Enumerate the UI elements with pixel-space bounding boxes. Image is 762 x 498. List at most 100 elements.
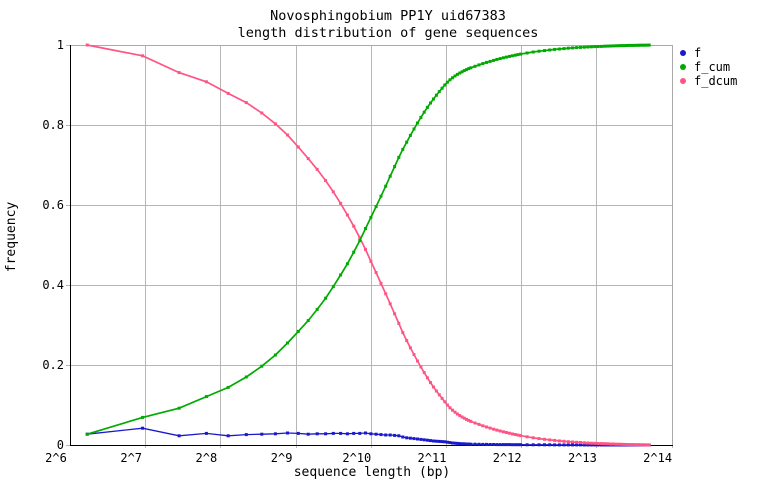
data-point [460, 70, 464, 74]
data-point [562, 443, 566, 447]
data-point [488, 443, 492, 446]
data-point [369, 215, 373, 219]
border-top-right [70, 45, 673, 445]
data-point [477, 63, 481, 67]
data-point [204, 431, 208, 435]
chart-title-line1: Novosphingobium PP1Y uid67383 [270, 8, 506, 24]
x-tick-label: 2^12 [493, 451, 522, 465]
data-point [625, 44, 629, 47]
data-point [306, 157, 310, 161]
data-point [244, 433, 248, 437]
data-point [412, 437, 416, 441]
data-point [498, 429, 502, 433]
data-point [643, 443, 647, 447]
data-point [315, 167, 319, 171]
data-point [465, 417, 468, 421]
data-point [645, 43, 649, 47]
data-point [492, 427, 496, 431]
data-point [331, 285, 335, 289]
data-point [425, 105, 429, 109]
data-point [434, 389, 438, 393]
y-tick-label: 0 [57, 438, 64, 452]
data-point [586, 45, 590, 49]
data-point [141, 426, 145, 430]
data-point [286, 431, 289, 435]
data-point [575, 440, 579, 444]
data-point [599, 442, 603, 446]
data-point [543, 49, 546, 53]
legend-item-f_dcum: f_dcum [680, 74, 737, 88]
data-point [611, 442, 615, 446]
data-point [537, 443, 541, 447]
data-point [469, 66, 473, 70]
data-point [543, 443, 546, 447]
data-point [339, 273, 343, 277]
data-point [593, 443, 597, 447]
data-point [443, 83, 447, 87]
data-point [445, 80, 449, 84]
data-series [85, 43, 651, 447]
data-point [379, 281, 383, 285]
data-point [458, 414, 462, 418]
data-point [177, 434, 181, 438]
data-point [408, 346, 412, 350]
data-point [437, 439, 441, 443]
data-point [374, 432, 378, 436]
data-point [331, 190, 335, 194]
data-point [562, 47, 566, 51]
data-point [519, 434, 523, 438]
data-point [579, 45, 582, 49]
data-point [286, 341, 289, 345]
data-point [495, 57, 499, 61]
data-point [596, 442, 600, 445]
data-point [485, 442, 488, 446]
data-point [531, 443, 535, 447]
data-point [473, 442, 477, 446]
x-tick-label: 2^14 [643, 451, 672, 465]
data-point [445, 403, 449, 407]
data-point [611, 44, 615, 48]
data-point [501, 56, 505, 60]
data-point [473, 421, 477, 425]
data-point [315, 432, 319, 436]
data-point [525, 435, 529, 439]
data-point [553, 47, 557, 51]
data-point [627, 43, 631, 47]
data-point [397, 155, 401, 159]
x-tick-label: 2^8 [196, 451, 218, 465]
data-point [571, 46, 574, 50]
data-point [614, 442, 618, 446]
data-point [589, 443, 593, 447]
data-point [416, 359, 419, 363]
data-point [432, 439, 435, 443]
data-point [422, 371, 426, 375]
data-point [617, 44, 621, 48]
data-point [458, 442, 462, 446]
data-point [425, 376, 429, 380]
data-point [562, 439, 566, 443]
data-point [296, 145, 300, 149]
data-point [315, 307, 319, 311]
data-point [553, 438, 557, 442]
data-point [481, 424, 485, 428]
data-point [324, 179, 328, 183]
data-point [465, 68, 468, 72]
data-point [488, 59, 492, 63]
data-point [416, 437, 419, 441]
data-point [352, 431, 356, 435]
data-point [388, 433, 392, 437]
data-point [379, 433, 383, 437]
data-point [364, 227, 367, 231]
data-point [260, 111, 264, 115]
data-point [339, 431, 343, 435]
data-point [566, 46, 570, 50]
data-point [495, 428, 499, 432]
data-point [488, 426, 492, 430]
data-point [575, 46, 579, 50]
data-point [244, 101, 248, 105]
data-point [374, 271, 378, 275]
x-axis-label: sequence length (bp) [294, 465, 451, 480]
data-point [177, 71, 181, 75]
data-point [645, 443, 649, 447]
data-point [641, 43, 645, 47]
